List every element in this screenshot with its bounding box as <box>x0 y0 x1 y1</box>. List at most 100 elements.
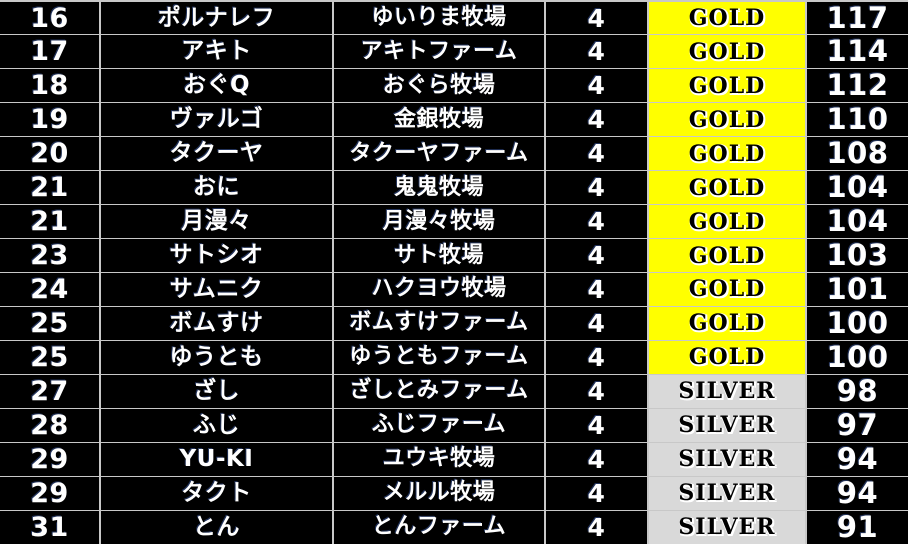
score-cell-text: 108 <box>826 136 889 171</box>
rank-cell-text: 18 <box>30 70 69 102</box>
table-row[interactable]: 23 サトシオ サト牧場 4 GOLD 103 <box>0 238 908 273</box>
farm-cell: タクーヤファーム <box>332 136 546 172</box>
count-cell: 4 <box>544 272 649 307</box>
table-row[interactable]: 29 YU-KI ユウキ牧場 4 SILVER 94 <box>0 441 908 477</box>
farm-cell-text: ハクヨウ牧場 <box>371 276 507 302</box>
rank-cell: 31 <box>0 509 101 544</box>
medal-badge-gold: GOLD <box>650 171 804 204</box>
farm-cell: ざしとみファーム <box>332 373 546 409</box>
score-cell-text: 103 <box>826 238 889 273</box>
table-row[interactable]: 25 ボムすけ ボムすけファーム 4 GOLD 100 <box>0 305 908 341</box>
score-cell-text: 104 <box>826 170 889 205</box>
farm-cell-text: とんファーム <box>371 514 507 540</box>
player-cell: サムニク <box>99 272 334 307</box>
table-row[interactable]: 21 月漫々 月漫々牧場 4 GOLD 104 <box>0 204 908 240</box>
count-cell-text: 4 <box>587 512 606 542</box>
player-cell: ふじ <box>99 407 334 443</box>
rank-cell: 23 <box>0 238 101 273</box>
count-cell-text: 4 <box>587 105 606 135</box>
table-row[interactable]: 27 ざし ざしとみファーム 4 SILVER 98 <box>0 373 908 409</box>
player-cell-text: YU-KI <box>179 445 254 472</box>
player-cell: 月漫々 <box>99 204 334 240</box>
farm-cell: ボムすけファーム <box>332 305 546 341</box>
player-cell-text: サムニク <box>169 275 264 302</box>
table-row[interactable]: 24 サムニク ハクヨウ牧場 4 GOLD 101 <box>0 272 908 307</box>
table-row[interactable]: 16 ポルナレフ ゆいりま牧場 4 GOLD 117 <box>0 0 908 36</box>
player-cell: とん <box>99 509 334 544</box>
score-cell: 98 <box>805 373 908 409</box>
farm-cell-text: 鬼鬼牧場 <box>393 174 484 200</box>
rank-cell: 16 <box>0 0 101 36</box>
player-cell-text: おに <box>193 174 240 201</box>
rank-cell-text: 31 <box>30 511 69 543</box>
medal-badge-silver: SILVER <box>650 511 804 544</box>
medal-badge-gold: GOLD <box>650 307 804 340</box>
player-cell: タクーヤ <box>99 136 334 172</box>
rank-cell: 29 <box>0 475 101 511</box>
player-cell: タクト <box>99 475 334 511</box>
player-cell-text: ゆうとも <box>169 343 264 370</box>
table-row[interactable]: 17 アキト アキトファーム 4 GOLD 114 <box>0 34 908 70</box>
rank-cell-text: 21 <box>30 206 69 238</box>
medal-cell: GOLD <box>647 136 807 172</box>
rank-cell-text: 24 <box>30 273 69 305</box>
player-cell-text: ふじ <box>193 411 240 438</box>
table-row[interactable]: 25 ゆうとも ゆうともファーム 4 GOLD 100 <box>0 339 908 375</box>
count-cell-text: 4 <box>587 274 606 304</box>
player-cell: サトシオ <box>99 238 334 273</box>
score-cell-text: 104 <box>826 204 889 239</box>
player-cell-text: おぐQ <box>182 72 251 99</box>
count-cell: 4 <box>544 204 649 240</box>
table-row[interactable]: 29 タクト メルル牧場 4 SILVER 94 <box>0 475 908 511</box>
rank-cell: 21 <box>0 204 101 240</box>
farm-cell-text: おぐら牧場 <box>382 72 496 98</box>
count-cell: 4 <box>544 441 649 477</box>
farm-cell: ゆいりま牧場 <box>332 0 546 36</box>
rank-cell-text: 20 <box>30 138 69 170</box>
table-row[interactable]: 18 おぐQ おぐら牧場 4 GOLD 112 <box>0 68 908 104</box>
farm-cell-text: タクーヤファーム <box>349 140 529 166</box>
count-cell-text: 4 <box>587 3 606 33</box>
farm-cell: 鬼鬼牧場 <box>332 170 546 206</box>
table-row[interactable]: 20 タクーヤ タクーヤファーム 4 GOLD 108 <box>0 136 908 172</box>
rank-cell: 25 <box>0 339 101 375</box>
score-cell: 110 <box>805 102 908 138</box>
score-cell-text: 98 <box>836 374 879 408</box>
table-row[interactable]: 31 とん とんファーム 4 SILVER 91 <box>0 509 908 544</box>
rank-cell-text: 27 <box>30 375 69 407</box>
medal-badge-silver: SILVER <box>650 375 804 408</box>
table-row[interactable]: 28 ふじ ふじファーム 4 SILVER 97 <box>0 407 908 443</box>
rank-cell-text: 25 <box>30 307 69 339</box>
count-cell: 4 <box>544 102 649 138</box>
farm-cell: ユウキ牧場 <box>332 441 546 477</box>
medal-cell: GOLD <box>647 0 807 36</box>
medal-badge-gold: GOLD <box>650 2 804 34</box>
farm-cell-text: ボムすけファーム <box>349 310 529 336</box>
score-cell: 114 <box>805 34 908 70</box>
rank-cell-text: 29 <box>30 443 69 475</box>
medal-badge-gold: GOLD <box>650 35 804 68</box>
medal-cell: GOLD <box>647 272 807 307</box>
rank-cell: 25 <box>0 305 101 341</box>
count-cell: 4 <box>544 136 649 172</box>
count-cell: 4 <box>544 0 649 36</box>
score-cell: 117 <box>805 0 908 36</box>
farm-cell-text: アキトファーム <box>360 38 518 64</box>
table-row[interactable]: 21 おに 鬼鬼牧場 4 GOLD 104 <box>0 170 908 206</box>
medal-cell: GOLD <box>647 102 807 138</box>
rank-cell-text: 16 <box>30 2 69 34</box>
medal-badge-gold: GOLD <box>650 103 804 136</box>
farm-cell: ゆうともファーム <box>332 339 546 375</box>
medal-badge-silver: SILVER <box>650 477 804 510</box>
count-cell-text: 4 <box>587 241 606 271</box>
score-cell: 104 <box>805 170 908 206</box>
count-cell-text: 4 <box>587 410 606 440</box>
table-row[interactable]: 19 ヴァルゴ 金銀牧場 4 GOLD 110 <box>0 102 908 138</box>
rank-cell: 29 <box>0 441 101 477</box>
medal-badge-silver: SILVER <box>650 443 804 476</box>
farm-cell-text: ふじファーム <box>371 412 507 438</box>
player-cell-text: アキト <box>181 38 252 65</box>
farm-cell: おぐら牧場 <box>332 68 546 104</box>
medal-cell: GOLD <box>647 34 807 70</box>
